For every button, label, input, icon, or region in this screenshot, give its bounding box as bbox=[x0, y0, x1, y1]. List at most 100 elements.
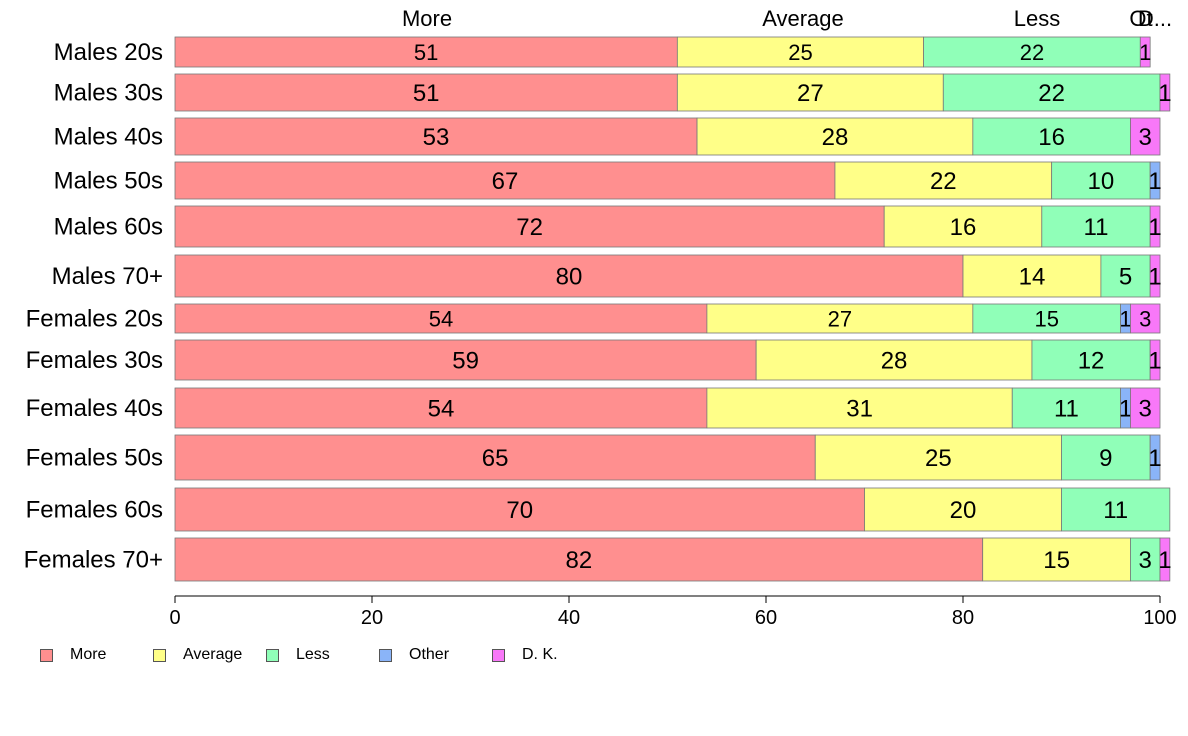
data-label: 72 bbox=[516, 214, 543, 241]
bar-segment bbox=[676, 36, 924, 68]
top-label: D... bbox=[1138, 6, 1172, 31]
data-label: 22 bbox=[930, 168, 957, 195]
bar-segment bbox=[174, 73, 678, 112]
data-label: 3 bbox=[1139, 547, 1152, 574]
data-label: 20 bbox=[950, 497, 977, 524]
bar-segment bbox=[1159, 73, 1171, 112]
data-label: 14 bbox=[1019, 264, 1046, 291]
data-label: 70 bbox=[506, 497, 533, 524]
data-label: 51 bbox=[414, 40, 438, 65]
legend-swatch bbox=[266, 648, 279, 662]
legend-label: D. K. bbox=[522, 646, 558, 663]
legend-swatch bbox=[492, 648, 505, 662]
data-label: 31 bbox=[846, 396, 873, 423]
category-label: Males 50s bbox=[54, 168, 163, 195]
category-label: Males 70+ bbox=[52, 263, 163, 290]
bar-segment bbox=[706, 303, 974, 334]
bar-segment bbox=[1061, 487, 1171, 532]
bar-segment bbox=[1041, 205, 1151, 248]
bar-segment bbox=[174, 117, 698, 156]
top-labels: More Average Less OtD... bbox=[402, 6, 1172, 31]
data-label: 80 bbox=[556, 264, 583, 291]
top-label: Ot bbox=[1129, 6, 1152, 31]
legend-label: Other bbox=[409, 646, 450, 663]
bar-segment bbox=[962, 254, 1102, 298]
data-label: 16 bbox=[1038, 124, 1065, 151]
legend-item: Average bbox=[153, 646, 266, 664]
data-label: 54 bbox=[428, 396, 455, 423]
data-label: 27 bbox=[797, 80, 824, 107]
data-label: 54 bbox=[429, 306, 453, 331]
bar-segment bbox=[174, 254, 964, 298]
bar-segment bbox=[1061, 434, 1151, 481]
data-label: 1 bbox=[1119, 396, 1132, 423]
category-label: Females 60s bbox=[26, 497, 163, 524]
bar-segment bbox=[883, 205, 1043, 248]
data-label: 82 bbox=[565, 547, 592, 574]
data-label: 1 bbox=[1139, 40, 1151, 65]
data-label: 5 bbox=[1119, 264, 1132, 291]
category-label: Males 40s bbox=[54, 124, 163, 151]
data-label: 25 bbox=[788, 40, 812, 65]
category-label: Females 40s bbox=[26, 395, 163, 422]
bar-segment bbox=[1130, 117, 1161, 156]
category-label: Males 60s bbox=[54, 214, 163, 241]
bar-segment bbox=[1100, 254, 1151, 298]
bar-segment bbox=[972, 117, 1131, 156]
x-axis: 0 20 40 60 80 100 bbox=[169, 595, 1177, 629]
bar-segment bbox=[1130, 303, 1161, 334]
legend-swatch bbox=[40, 648, 53, 662]
data-label: 11 bbox=[1054, 396, 1079, 423]
data-label: 1 bbox=[1148, 348, 1161, 375]
legend: More Average Less Other D. K. bbox=[40, 646, 572, 664]
category-label: Females 70+ bbox=[24, 547, 163, 574]
data-label: 12 bbox=[1078, 348, 1105, 375]
data-label: 1 bbox=[1158, 80, 1171, 107]
data-label: 59 bbox=[452, 348, 479, 375]
category-label: Males 20s bbox=[54, 39, 163, 66]
data-label: 28 bbox=[881, 348, 908, 375]
data-label: 11 bbox=[1103, 497, 1128, 524]
data-label: 51 bbox=[413, 80, 440, 107]
x-tick-label: 100 bbox=[1143, 607, 1176, 629]
bar-segment bbox=[1051, 161, 1151, 200]
bar-segment bbox=[174, 161, 836, 200]
x-tick-label: 40 bbox=[558, 607, 580, 629]
bar-segment bbox=[1149, 339, 1161, 381]
x-tick-label: 20 bbox=[361, 607, 383, 629]
bar-segment bbox=[1130, 387, 1161, 429]
legend-item: Less bbox=[266, 646, 379, 664]
top-label: Average bbox=[762, 6, 844, 31]
legend-item: Other bbox=[379, 646, 492, 664]
bar-segment bbox=[814, 434, 1062, 481]
bar-segment bbox=[1011, 387, 1121, 429]
data-label: 25 bbox=[925, 445, 952, 472]
bar-segment bbox=[174, 205, 885, 248]
bar-segment bbox=[174, 487, 865, 532]
bar-segment bbox=[1139, 36, 1151, 68]
data-label: 3 bbox=[1139, 306, 1151, 331]
legend-swatch bbox=[153, 648, 166, 662]
data-label: 28 bbox=[822, 124, 849, 151]
bar-segment bbox=[174, 303, 708, 334]
data-label: 1 bbox=[1148, 445, 1161, 472]
data-label: 16 bbox=[950, 214, 977, 241]
data-label: 9 bbox=[1099, 445, 1112, 472]
x-tick-label: 60 bbox=[755, 607, 777, 629]
x-tick-label: 80 bbox=[952, 607, 974, 629]
category-label: Females 50s bbox=[26, 445, 163, 472]
top-label: More bbox=[402, 6, 452, 31]
bar-segment bbox=[676, 73, 944, 112]
legend-label: Average bbox=[183, 646, 243, 663]
legend-label: More bbox=[70, 646, 107, 663]
top-label: Less bbox=[1014, 6, 1060, 31]
data-label: 15 bbox=[1043, 547, 1070, 574]
legend-item: D. K. bbox=[492, 646, 572, 664]
category-label: Males 30s bbox=[54, 80, 163, 107]
data-label: 1 bbox=[1148, 168, 1161, 195]
bar-segment bbox=[1149, 254, 1161, 298]
data-label: 1 bbox=[1119, 306, 1131, 331]
data-label: 11 bbox=[1084, 214, 1109, 241]
bar-segment bbox=[174, 339, 757, 381]
bar-segment bbox=[1149, 205, 1161, 248]
